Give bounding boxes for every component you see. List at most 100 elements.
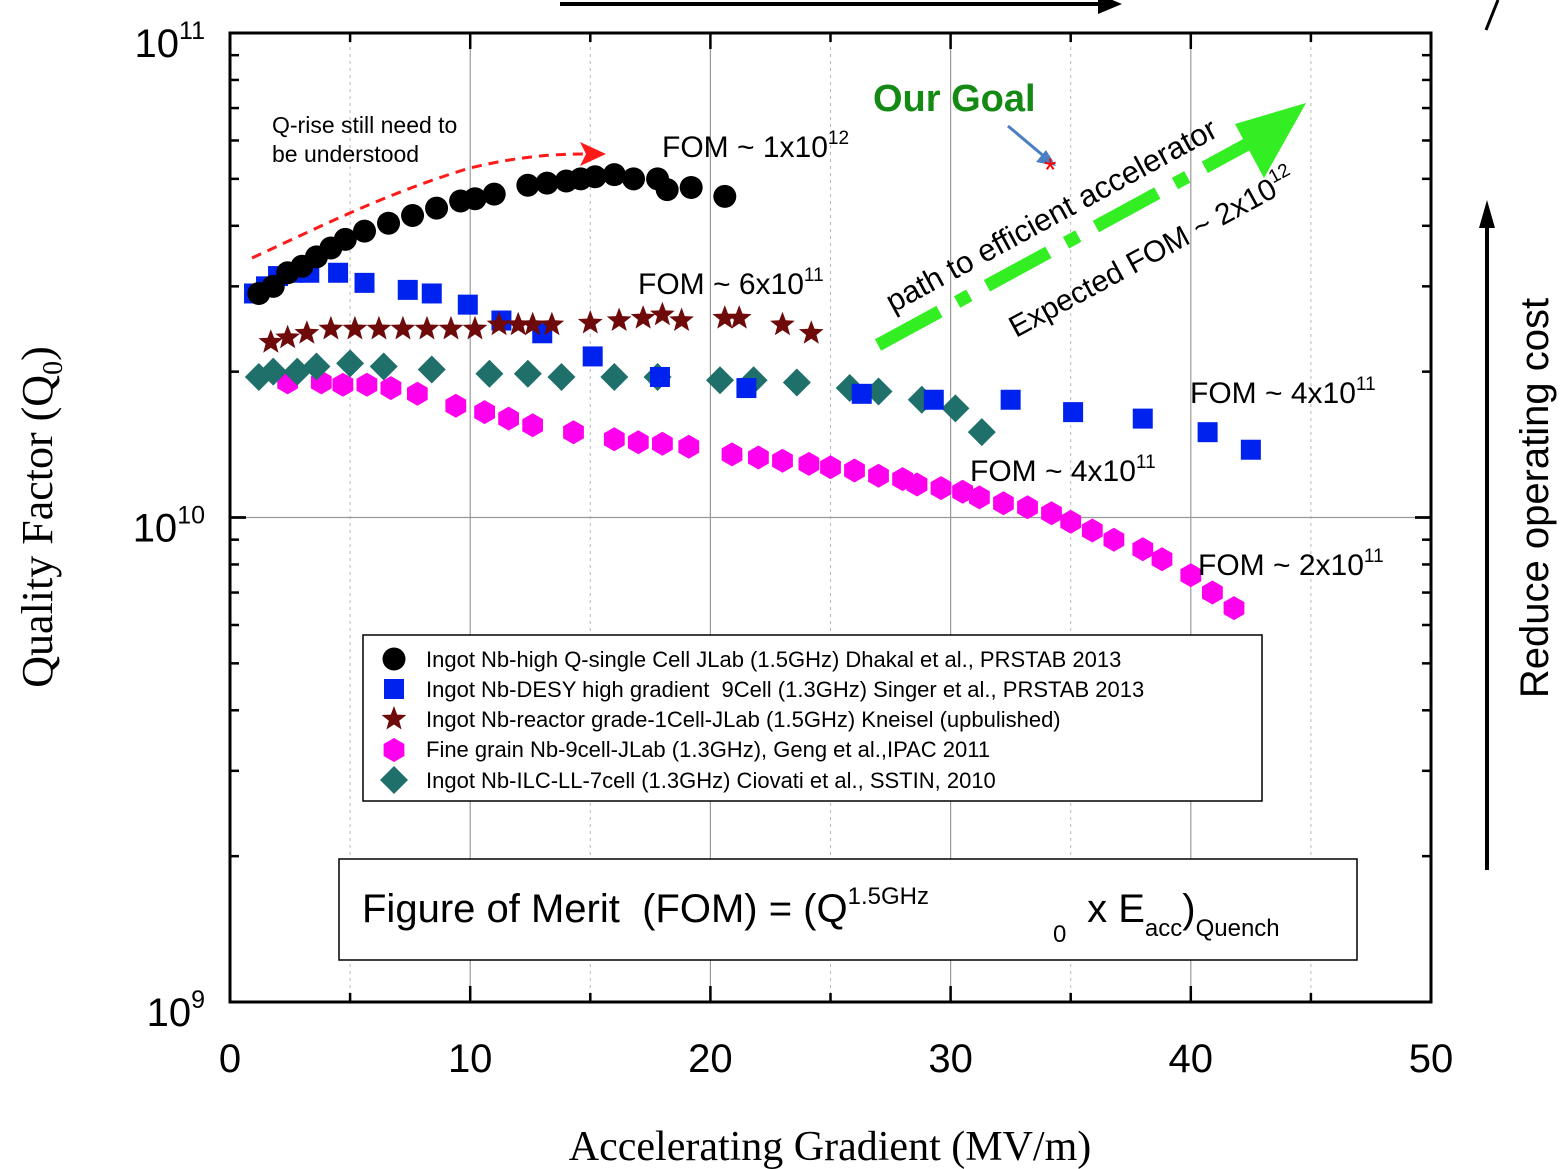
data-point-diamond — [600, 362, 629, 391]
data-point-star — [342, 315, 368, 340]
data-point-circle — [353, 219, 377, 243]
q-rise-label: be understood — [272, 141, 419, 167]
y-tick-labels: 109 1010 1011 — [133, 17, 205, 1035]
x-tick-label: 40 — [1169, 1037, 1214, 1081]
data-point-star — [798, 320, 824, 344]
data-point-hexagon — [952, 479, 973, 504]
data-point-circle — [425, 196, 449, 220]
data-point-hexagon — [603, 427, 625, 452]
data-point-hexagon — [332, 372, 354, 397]
fom-label: FOM ~ 4x1011 — [970, 452, 1156, 488]
data-point-hexagon — [1151, 547, 1173, 572]
data-point-square — [1240, 439, 1261, 460]
data-point-circle — [333, 227, 357, 251]
data-point-hexagon — [445, 393, 467, 418]
data-point-hexagon — [1223, 596, 1245, 621]
data-point-hexagon — [563, 420, 584, 445]
legend-marker-circle — [382, 647, 406, 671]
data-point-hexagon — [993, 491, 1014, 516]
data-point-circle — [377, 211, 401, 235]
x-tick-label: 10 — [448, 1037, 493, 1081]
axis-ticks — [228, 31, 1433, 1004]
data-point-circle — [482, 182, 506, 206]
data-point-hexagon — [356, 372, 378, 397]
data-point-hexagon — [748, 445, 769, 470]
formula-box: Figure of Merit (FOM) = (Q1.5GHz0 x Eacc… — [338, 858, 1358, 961]
fom-label: FOM ~ 4x1011 — [1190, 374, 1376, 410]
data-point-star — [770, 311, 795, 336]
data-point-hexagon — [474, 400, 495, 425]
data-point-star — [606, 307, 632, 331]
legend-entry: Ingot Nb-reactor grade-1Cell-JLab (1.5GH… — [426, 707, 1061, 732]
our-goal-arrow — [1007, 124, 1047, 160]
legend-box — [362, 634, 1263, 802]
formula-frame — [338, 858, 1358, 961]
data-point-hexagon — [407, 381, 428, 406]
data-point-star — [275, 324, 300, 349]
legend-entry: Fine grain Nb-9cell-JLab (1.3GHz), Geng … — [426, 737, 990, 762]
data-point-star — [318, 315, 344, 340]
data-point-star — [366, 315, 392, 340]
data-point-hexagon — [1041, 501, 1062, 526]
reduce-cost-arrow — [1479, 200, 1495, 870]
y-tick-label: 1011 — [135, 17, 205, 66]
legend: Ingot Nb-high Q-single Cell JLab (1.5GHz… — [362, 634, 1263, 802]
data-point-diamond — [336, 349, 365, 378]
data-point-star — [577, 310, 603, 334]
data-point-circle — [516, 173, 540, 197]
data-point-star — [294, 320, 320, 344]
data-point-star — [539, 311, 565, 336]
data-point-square — [1000, 389, 1021, 410]
data-point-diamond — [706, 366, 735, 395]
data-point-hexagon — [627, 430, 649, 455]
data-point-diamond — [302, 352, 331, 381]
data-point-diamond — [283, 357, 312, 386]
data-point-diamond — [417, 355, 446, 384]
x-tick-label: 30 — [928, 1037, 973, 1081]
data-point-star — [390, 315, 416, 340]
data-point-hexagon — [1202, 580, 1223, 605]
legend-marker-diamond — [380, 766, 408, 794]
data-point-hexagon — [930, 476, 952, 501]
data-point-hexagon — [522, 413, 543, 438]
data-point-square — [457, 294, 478, 315]
legend-entry: Ingot Nb-ILC-LL-7cell (1.3GHz) Ciovati e… — [426, 768, 996, 793]
fom-label: FOM ~ 2x1011 — [1198, 546, 1384, 582]
data-point-diamond — [547, 362, 576, 391]
data-point-hexagon — [380, 376, 402, 401]
fom-label: FOM ~ 6x1011 — [638, 265, 824, 301]
x-tick-label: 0 — [219, 1037, 241, 1081]
data-point-square — [1063, 402, 1084, 423]
data-point-diamond — [782, 368, 811, 397]
reduce-cost-label: Reduce operating cost — [1513, 298, 1557, 698]
formula-text: Figure of Merit (FOM) = (Q1.5GHz0 x Eacc… — [362, 883, 1280, 948]
data-point-hexagon — [498, 406, 519, 431]
y-tick-label: 109 — [147, 986, 205, 1035]
data-point-hexagon — [1132, 537, 1154, 562]
data-point-hexagon — [969, 485, 990, 510]
data-point-circle — [261, 274, 285, 298]
data-point-circle — [713, 184, 737, 208]
data-point-circle — [583, 165, 607, 189]
data-point-hexagon — [906, 472, 928, 497]
data-point-diamond — [513, 359, 542, 388]
data-point-square — [397, 279, 418, 300]
top-arrow — [560, 0, 1500, 31]
q-rise-arrowhead — [580, 142, 606, 166]
data-point-square — [649, 366, 670, 387]
data-point-circle — [655, 178, 679, 202]
q-rise-arrow — [251, 152, 586, 260]
data-point-square — [354, 272, 375, 293]
data-point-square — [1197, 422, 1218, 443]
data-point-hexagon — [1060, 509, 1082, 534]
data-point-hexagon — [798, 451, 820, 476]
legend-entry: Ingot Nb-high Q-single Cell JLab (1.5GHz… — [426, 647, 1121, 672]
data-point-diamond — [259, 357, 288, 386]
data-point-star — [630, 305, 656, 329]
legend-markers — [380, 647, 408, 794]
data-point-star — [414, 315, 440, 340]
data-point-square — [851, 383, 872, 404]
data-point-square — [923, 389, 944, 410]
data-point-square — [328, 262, 349, 283]
